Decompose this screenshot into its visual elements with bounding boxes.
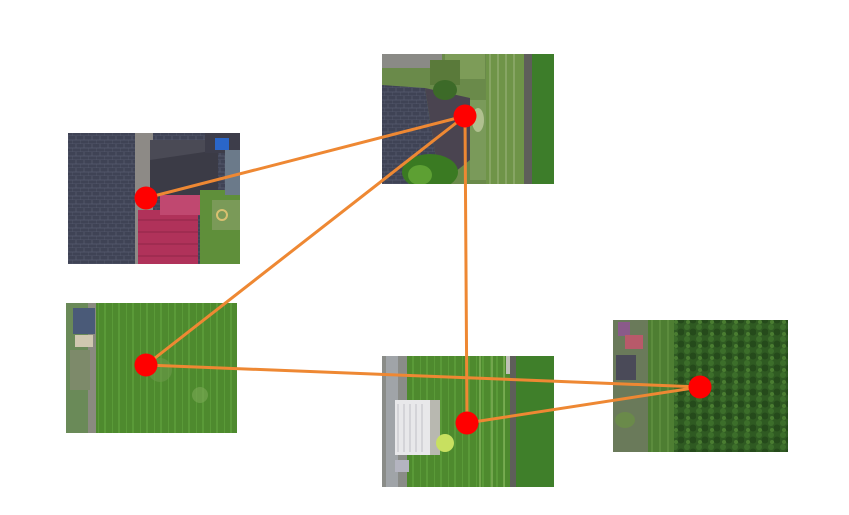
keypoint-nodes (134, 104, 712, 435)
aerial-photo-tile-d (382, 356, 554, 487)
edge-c-b (144, 114, 467, 367)
aerial-photo-tile-c (66, 303, 237, 433)
match-edges (144, 114, 702, 425)
keypoint-b (453, 104, 477, 128)
edge-c-e (144, 363, 702, 389)
keypoint-d (455, 411, 479, 435)
keypoint-e (688, 375, 712, 399)
keypoint-a (134, 186, 158, 210)
keypoint-c (134, 353, 158, 377)
aerial-photo-tile-a (68, 133, 240, 264)
edge-d-e (465, 385, 702, 425)
edge-b-d (463, 114, 469, 425)
aerial-photo-tile-b (382, 54, 554, 184)
edge-a-b (144, 114, 467, 200)
